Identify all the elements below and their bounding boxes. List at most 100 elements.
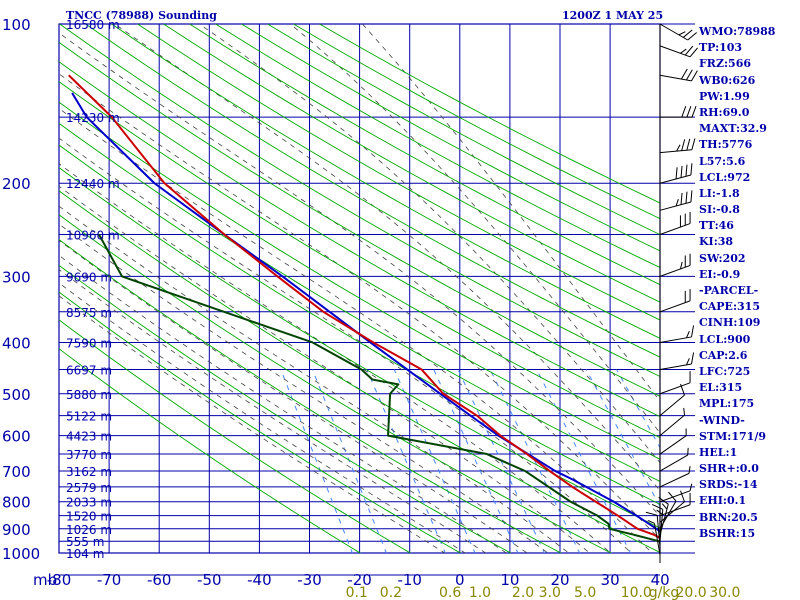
index-entry: FRZ:566 (699, 57, 752, 71)
height-label: 3770 m (66, 448, 112, 462)
index-entry: TH:5776 (699, 138, 753, 152)
moist-adiabat (59, 254, 508, 553)
index-entry: TP:103 (699, 41, 743, 55)
mixing-ratio-label: 20.0 (676, 585, 707, 600)
moist-adiabat (59, 73, 660, 541)
wind-barb-flag (685, 164, 688, 177)
index-entry: EL:315 (699, 381, 743, 395)
dry-adiabat (59, 61, 660, 418)
wind-barb-flag (688, 466, 691, 474)
index-entry: MAXT:32.9 (699, 122, 767, 136)
dry-adiabat (59, 81, 660, 439)
dry-adiabat (59, 214, 612, 553)
wind-barb-staff (659, 500, 677, 530)
height-label: 9690 m (66, 270, 112, 284)
wind-barb-staff (656, 515, 661, 548)
wind-barb-staff (659, 23, 688, 41)
moist-adiabat (59, 32, 660, 517)
wind-barb-flag (675, 199, 679, 207)
mixing-ratio-line (585, 369, 660, 508)
height-label: 14230 m (66, 111, 120, 125)
temperature-tick-label: -60 (147, 571, 172, 589)
index-entry: KI:38 (699, 235, 734, 249)
temperature-tick-label: 0 (455, 571, 465, 589)
temperature-tick-label: -50 (197, 571, 222, 589)
mixing-ratio-line (457, 369, 546, 553)
height-label: 2033 m (66, 496, 112, 510)
wind-barb-flag (680, 165, 683, 178)
wind-barb (659, 253, 691, 277)
wind-barb-flag (691, 70, 698, 82)
index-entry: CAPE:315 (699, 300, 760, 314)
wind-barb-staff (653, 523, 661, 555)
wind-barb (659, 163, 693, 184)
height-label: 555 m (66, 535, 104, 549)
wind-barb-flag (645, 511, 658, 516)
mixing-ratio-lines (280, 369, 660, 553)
parcel-trace-line (71, 92, 660, 534)
wind-barb-flag (678, 31, 686, 36)
dry-adiabat (59, 101, 660, 460)
temperature-tick-label: -40 (247, 571, 272, 589)
wind-barb-staff (659, 454, 688, 472)
dry-adiabat (215, 24, 660, 269)
moist-adiabat (290, 24, 660, 434)
pressure-tick-label: 300 (2, 268, 31, 286)
wind-barb-flag (683, 407, 686, 416)
wind-barb (659, 352, 695, 371)
mixing-ratio-label: 0.6 (439, 585, 461, 600)
pressure-tick-label: 200 (2, 175, 31, 193)
pressure-tick-label: 500 (2, 386, 31, 404)
wind-barb-flag (668, 491, 677, 502)
index-entry: CAP:2.6 (699, 348, 748, 362)
wind-barb (659, 447, 689, 472)
wind-barb-flag (676, 144, 681, 152)
wind-barb-flag (651, 503, 664, 510)
wind-barb-flag (680, 68, 688, 80)
sounding-profiles (68, 74, 660, 544)
mixing-ratio-unit-label: g/kg (649, 585, 680, 600)
moist-adiabat (59, 163, 612, 553)
stability-indices-panel: WMO:78988 TP:103 FRZ:566 WB0:626 PW:1.99 RH:6… (699, 24, 799, 542)
wind-barb-staff (659, 504, 669, 536)
chart-title: TNCC (78988) Sounding (66, 9, 217, 22)
dry-adiabat (59, 41, 660, 397)
pressure-unit-label: mb (33, 571, 57, 589)
wind-barb (659, 138, 696, 154)
wind-barb (659, 371, 691, 395)
wind-barb-flag (686, 105, 692, 118)
index-entry: SW:202 (699, 251, 746, 265)
dry-adiabat (59, 291, 462, 553)
wind-barb-flag (685, 191, 688, 204)
wind-barb (659, 428, 687, 455)
height-label: 10960 m (66, 229, 120, 243)
wind-barb-flag (684, 45, 694, 56)
wind-barb (659, 190, 693, 211)
wind-barb-flag (680, 192, 683, 205)
index-entry: LCL:900 (699, 332, 751, 346)
wind-barb-flag (690, 190, 693, 203)
pressure-tick-label: 100 (2, 16, 31, 34)
temperature-tick-label: 10 (500, 571, 519, 589)
wind-barb (659, 491, 677, 530)
index-entry: BRN:20.5 (699, 510, 758, 524)
pressure-tick-label: 600 (2, 428, 31, 446)
dry-adiabat (59, 144, 660, 505)
wind-barb-staff (659, 435, 687, 455)
index-entry: STM:171/9 (699, 429, 766, 443)
index-entry: SI:-0.8 (699, 203, 740, 217)
moist-adiabat (59, 205, 570, 553)
wind-barb-panel (645, 23, 698, 563)
wind-barb-flag (681, 105, 687, 118)
index-entry: LI:-1.8 (699, 186, 740, 200)
wind-barb-flag (681, 139, 686, 151)
wind-barb (659, 45, 698, 58)
index-entry: LCL:972 (699, 170, 751, 184)
temperature-profile-line (68, 74, 660, 540)
wind-barb-flag (689, 483, 693, 491)
height-label: 1520 m (66, 510, 112, 524)
wind-barb-staff (659, 149, 692, 154)
wind-barb-flag (680, 490, 685, 502)
height-label: 16580 m (66, 18, 120, 32)
